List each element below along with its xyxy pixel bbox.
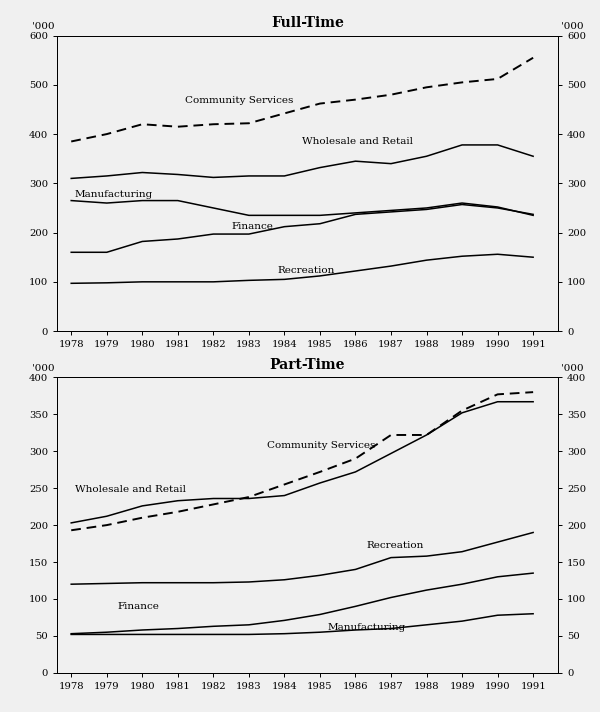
Text: '000: '000 <box>560 22 583 31</box>
Text: Finance: Finance <box>118 602 159 611</box>
Text: Recreation: Recreation <box>366 541 424 550</box>
Text: Recreation: Recreation <box>277 266 335 276</box>
Title: Part-Time: Part-Time <box>270 358 345 372</box>
Text: Finance: Finance <box>231 221 273 231</box>
Text: '000: '000 <box>32 364 55 373</box>
Text: Community Services: Community Services <box>266 441 375 450</box>
Text: Community Services: Community Services <box>185 96 293 105</box>
Text: '000: '000 <box>32 22 55 31</box>
Text: Wholesale and Retail: Wholesale and Retail <box>302 137 413 146</box>
Text: Wholesale and Retail: Wholesale and Retail <box>75 485 186 494</box>
Text: Manufacturing: Manufacturing <box>75 190 153 199</box>
Title: Full-Time: Full-Time <box>271 16 344 31</box>
Text: '000: '000 <box>560 364 583 373</box>
Text: Manufacturing: Manufacturing <box>327 622 405 632</box>
